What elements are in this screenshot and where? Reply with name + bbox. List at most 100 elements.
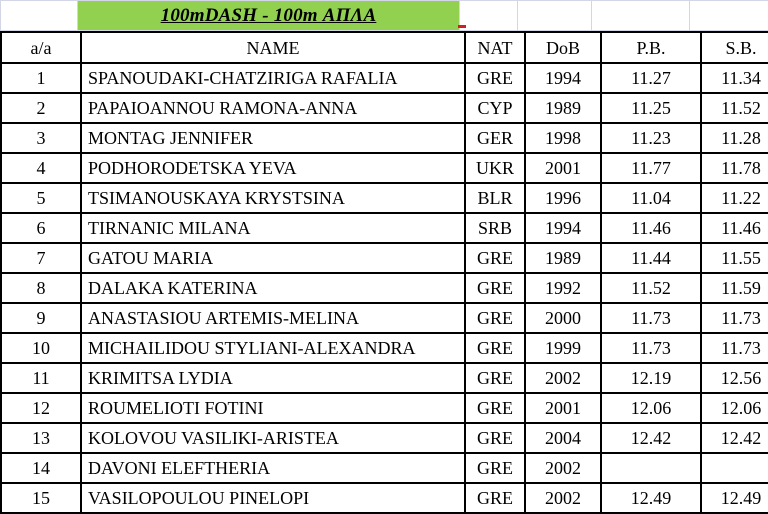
cell-pb[interactable]: 12.42 [600, 422, 702, 454]
cell-pb[interactable]: 12.06 [600, 392, 702, 424]
table-row[interactable]: 12 ROUMELIOTI FOTINI GRE 2001 12.06 12.06 [0, 392, 768, 424]
cell-dob[interactable]: 1989 [524, 242, 602, 274]
cell-name[interactable]: MONTAG JENNIFER [80, 122, 466, 154]
cell-sb[interactable]: 11.73 [700, 332, 768, 364]
table-row[interactable]: 1 SPANOUDAKI-CHATZIRIGA RAFALIA GRE 1994 11.… [0, 62, 768, 94]
cell-aa[interactable]: 1 [0, 62, 82, 94]
cell-sb[interactable]: 11.52 [700, 92, 768, 124]
cell-aa[interactable]: 4 [0, 152, 82, 184]
table-row[interactable]: 5 TSIMANOUSKAYA KRYSTSINA BLR 1996 11.04 11.2… [0, 182, 768, 214]
cell-name[interactable]: ROUMELIOTI FOTINI [80, 392, 466, 424]
cell-nat[interactable]: GRE [464, 482, 526, 514]
cell-pb[interactable]: 12.19 [600, 362, 702, 394]
cell-name[interactable]: VASILOPOULOU PINELOPI [80, 482, 466, 514]
table-row[interactable]: 3 MONTAG JENNIFER GER 1998 11.23 11.28 [0, 122, 768, 154]
cell-pb[interactable]: 11.73 [600, 302, 702, 334]
cell-sb[interactable]: 12.06 [700, 392, 768, 424]
cell-name[interactable]: TSIMANOUSKAYA KRYSTSINA [80, 182, 466, 214]
cell-nat[interactable]: UKR [464, 152, 526, 184]
cell-dob[interactable]: 1998 [524, 122, 602, 154]
cell-sb[interactable]: 11.73 [700, 302, 768, 334]
table-row[interactable]: 2 PAPAIOANNOU RAMONA-ANNA CYP 1989 11.25 11.5… [0, 92, 768, 124]
cell-dob[interactable]: 1992 [524, 272, 602, 304]
table-row[interactable]: 15 VASILOPOULOU PINELOPI GRE 2002 12.49 12.49 [0, 482, 768, 514]
cell-nat[interactable]: BLR [464, 182, 526, 214]
cell-aa[interactable]: 15 [0, 482, 82, 514]
cell-pb[interactable]: 11.44 [600, 242, 702, 274]
cell-nat[interactable]: GRE [464, 422, 526, 454]
cell-aa[interactable]: 3 [0, 122, 82, 154]
cell-sb[interactable]: 11.59 [700, 272, 768, 304]
table-row[interactable]: 6 TIRNANIC MILANA SRB 1994 11.46 11.46 [0, 212, 768, 244]
cell-name[interactable]: KOLOVOU VASILIKI-ARISTEA [80, 422, 466, 454]
cell-aa[interactable]: 11 [0, 362, 82, 394]
cell-sb[interactable]: 11.46 [700, 212, 768, 244]
cell-sb[interactable]: 11.28 [700, 122, 768, 154]
cell-aa[interactable]: 6 [0, 212, 82, 244]
cell-pb[interactable]: 12.49 [600, 482, 702, 514]
cell-nat[interactable]: GRE [464, 362, 526, 394]
cell-name[interactable]: PODHORODETSKA YEVA [80, 152, 466, 184]
table-row[interactable]: 13 KOLOVOU VASILIKI-ARISTEA GRE 2004 12.42 12… [0, 422, 768, 454]
cell-nat[interactable]: GRE [464, 302, 526, 334]
cell-nat[interactable]: CYP [464, 92, 526, 124]
empty-cell-sb[interactable] [690, 0, 768, 31]
column-header-nat[interactable]: NAT [464, 31, 526, 64]
table-row[interactable]: 7 GATOU MARIA GRE 1989 11.44 11.55 [0, 242, 768, 274]
title-cell[interactable]: 100mDASH - 100m ΑΠΛΑ [78, 0, 460, 31]
cell-pb[interactable]: 11.73 [600, 332, 702, 364]
table-row[interactable]: 4 PODHORODETSKA YEVA UKR 2001 11.77 11.78 [0, 152, 768, 184]
cell-aa[interactable]: 2 [0, 92, 82, 124]
table-row[interactable]: 9 ANASTASIOU ARTEMIS-MELINA GRE 2000 11.73 11… [0, 302, 768, 334]
cell-nat[interactable]: GRE [464, 272, 526, 304]
column-header-aa[interactable]: a/a [0, 31, 82, 64]
cell-dob[interactable]: 1996 [524, 182, 602, 214]
cell-name[interactable]: TIRNANIC MILANA [80, 212, 466, 244]
cell-name[interactable]: DALAKA KATERINA [80, 272, 466, 304]
cell-nat[interactable]: GRE [464, 392, 526, 424]
table-row[interactable]: 10 MICHAILIDOU STYLIANI-ALEXANDRA GRE 1999 1… [0, 332, 768, 364]
table-row[interactable]: 11 KRIMITSA LYDIA GRE 2002 12.19 12.56 [0, 362, 768, 394]
cell-pb[interactable]: 11.25 [600, 92, 702, 124]
cell-pb[interactable]: 11.27 [600, 62, 702, 94]
cell-dob[interactable]: 2001 [524, 152, 602, 184]
cell-nat[interactable]: GER [464, 122, 526, 154]
cell-dob[interactable]: 2000 [524, 302, 602, 334]
cell-dob[interactable]: 2002 [524, 362, 602, 394]
cell-nat[interactable]: GRE [464, 242, 526, 274]
cell-nat[interactable]: GRE [464, 62, 526, 94]
column-header-dob[interactable]: DoB [524, 31, 602, 64]
cell-sb[interactable]: 12.42 [700, 422, 768, 454]
cell-sb[interactable]: 11.55 [700, 242, 768, 274]
cell-dob[interactable]: 2004 [524, 422, 602, 454]
cell-aa[interactable]: 7 [0, 242, 82, 274]
cell-pb[interactable]: 11.04 [600, 182, 702, 214]
cell-sb[interactable]: 11.78 [700, 152, 768, 184]
cell-aa[interactable]: 13 [0, 422, 82, 454]
cell-dob[interactable]: 2001 [524, 392, 602, 424]
column-header-name[interactable]: NAME [80, 31, 466, 64]
cell-name[interactable]: GATOU MARIA [80, 242, 466, 274]
cell-aa[interactable]: 5 [0, 182, 82, 214]
cell-aa[interactable]: 8 [0, 272, 82, 304]
empty-cell-a1[interactable] [0, 0, 78, 31]
table-row[interactable]: 8 DALAKA KATERINA GRE 1992 11.52 11.59 [0, 272, 768, 304]
cell-dob[interactable]: 2002 [524, 482, 602, 514]
empty-cell-pb[interactable] [592, 0, 690, 31]
empty-cell-nat[interactable] [460, 0, 518, 31]
cell-sb[interactable]: 12.56 [700, 362, 768, 394]
cell-sb[interactable]: 11.22 [700, 182, 768, 214]
cell-nat[interactable]: SRB [464, 212, 526, 244]
cell-sb[interactable]: 11.34 [700, 62, 768, 94]
cell-dob[interactable]: 1989 [524, 92, 602, 124]
column-header-pb[interactable]: P.B. [600, 31, 702, 64]
cell-pb[interactable]: 11.46 [600, 212, 702, 244]
column-header-sb[interactable]: S.B. [700, 31, 768, 64]
cell-sb[interactable]: 12.49 [700, 482, 768, 514]
cell-pb[interactable]: 11.23 [600, 122, 702, 154]
cell-name[interactable]: ANASTASIOU ARTEMIS-MELINA [80, 302, 466, 334]
cell-name[interactable]: PAPAIOANNOU RAMONA-ANNA [80, 92, 466, 124]
cell-dob[interactable]: 1994 [524, 62, 602, 94]
cell-name[interactable]: KRIMITSA LYDIA [80, 362, 466, 394]
cell-aa[interactable]: 12 [0, 392, 82, 424]
